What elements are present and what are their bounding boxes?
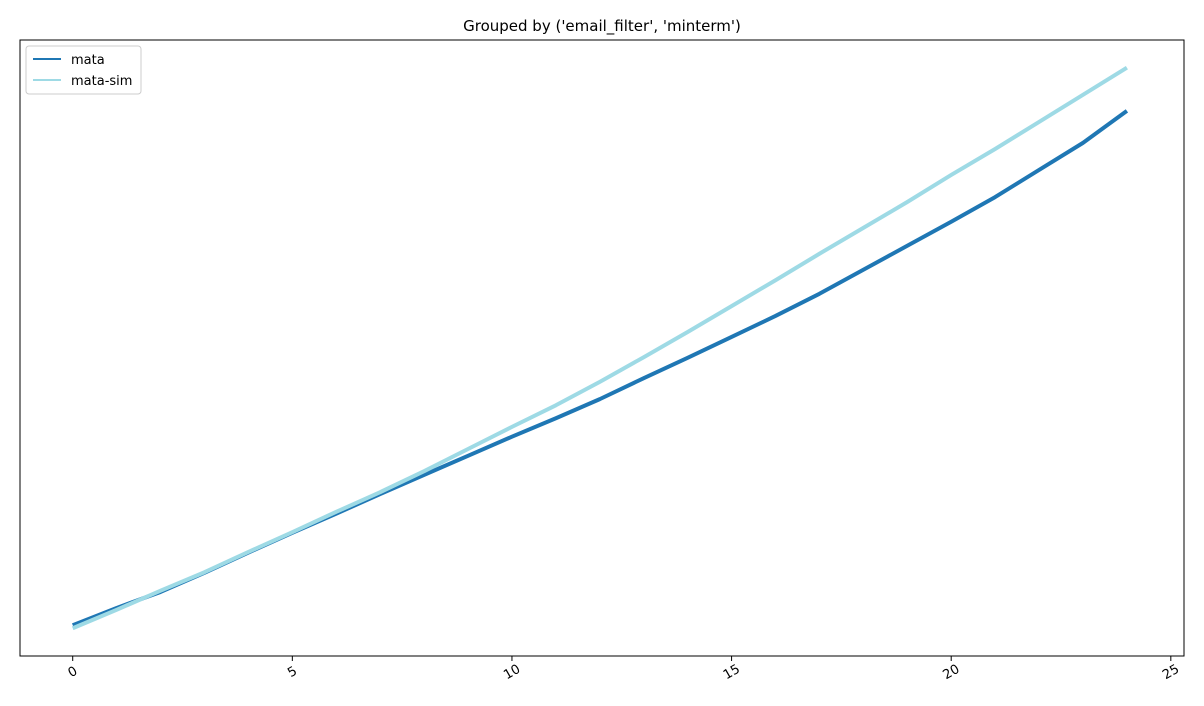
- x-tick-label: 15: [721, 662, 743, 683]
- series-line: [71, 66, 1128, 631]
- x-tick-label: 10: [501, 662, 523, 683]
- x-tick-label: 20: [941, 662, 963, 683]
- legend-label: mata-sim: [71, 74, 132, 89]
- x-tick-label: 0: [66, 664, 81, 681]
- legend: mata mata-sim: [25, 45, 142, 95]
- plot-frame: [19, 39, 1185, 657]
- series-line: [71, 109, 1129, 628]
- x-tick-label: 5: [285, 664, 300, 681]
- x-tick-label: 25: [1160, 662, 1182, 683]
- legend-label: mata: [71, 53, 105, 68]
- chart-title: Grouped by ('email_filter', 'minterm'): [463, 17, 741, 36]
